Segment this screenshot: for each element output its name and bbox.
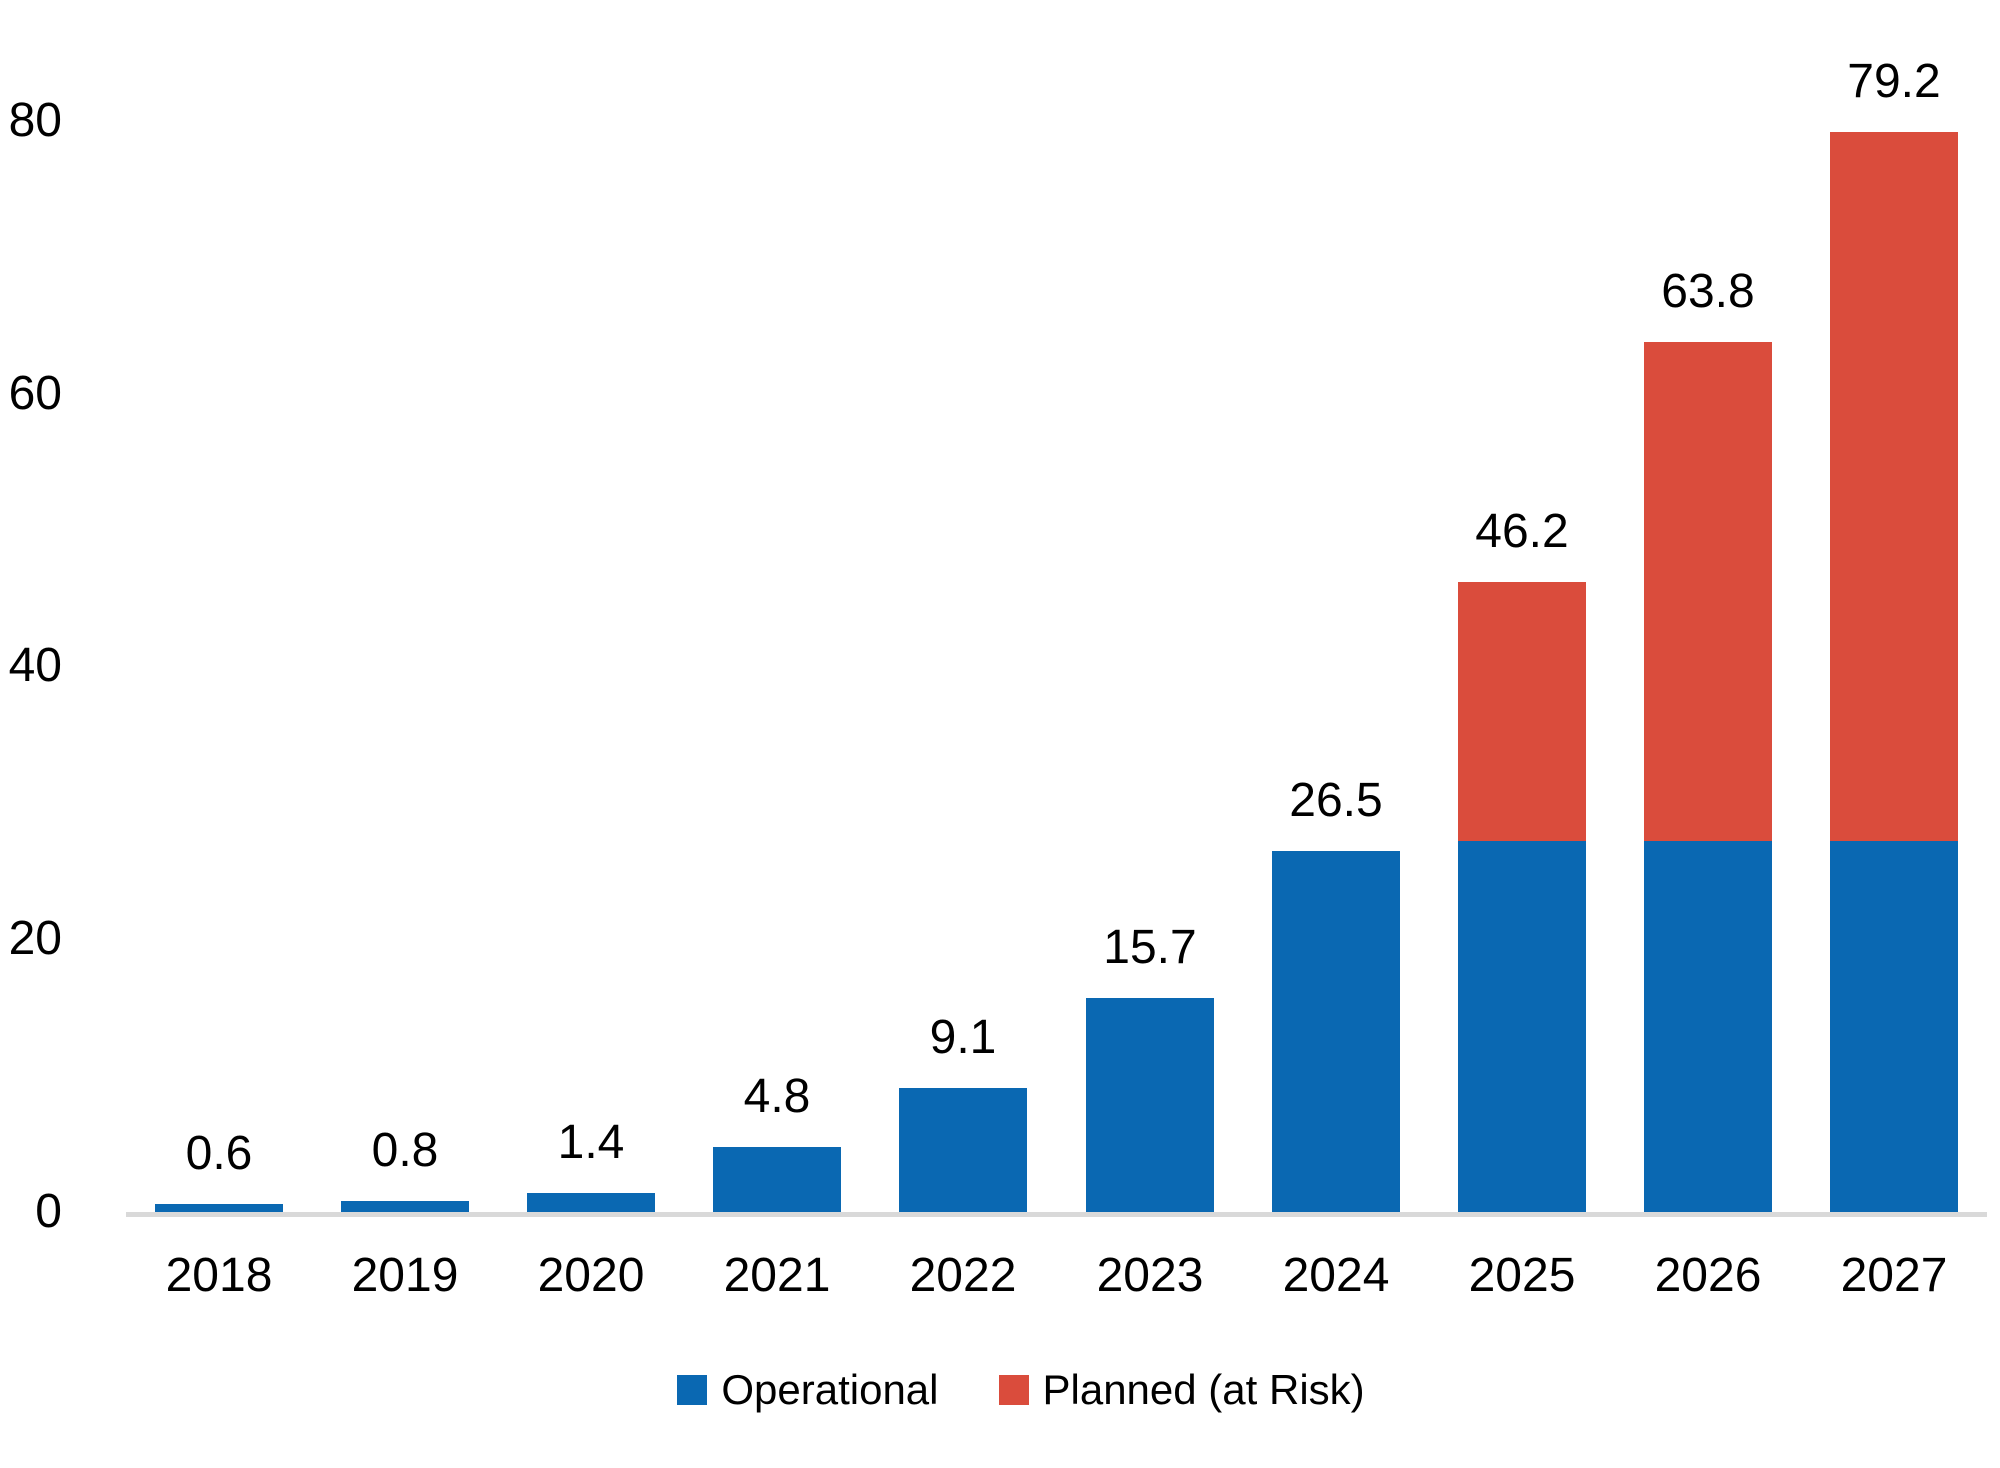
x-axis-label-2024: 2024 xyxy=(1282,1249,1390,1302)
bar-segment-planned-2027 xyxy=(1830,132,1958,841)
x-axis-label-2019: 2019 xyxy=(351,1249,459,1302)
bar-segment-operational-2021 xyxy=(713,1147,841,1212)
x-axis-label-2027: 2027 xyxy=(1840,1249,1948,1302)
bar-segment-operational-2024 xyxy=(1272,851,1400,1212)
x-axis-label-2018: 2018 xyxy=(165,1249,273,1302)
bar-value-label-2020: 1.4 xyxy=(557,1116,625,1169)
bar-segment-operational-2018 xyxy=(155,1204,283,1212)
bar-value-label-2018: 0.6 xyxy=(185,1127,253,1180)
bar-segment-operational-2025 xyxy=(1458,841,1586,1212)
y-axis-tick-label: 60 xyxy=(8,366,62,420)
operational-swatch-icon xyxy=(677,1375,708,1405)
bar-segment-operational-2027 xyxy=(1830,841,1958,1212)
x-axis-label-2025: 2025 xyxy=(1468,1249,1576,1302)
planned-swatch-icon xyxy=(998,1375,1029,1405)
x-axis-label-2020: 2020 xyxy=(537,1249,645,1302)
y-axis-tick-label: 0 xyxy=(35,1185,62,1238)
legend-item-operational: Operational xyxy=(677,1366,939,1414)
bar-value-label-2025: 46.2 xyxy=(1475,505,1569,558)
bar-value-label-2023: 15.7 xyxy=(1103,921,1197,974)
x-axis-label-2022: 2022 xyxy=(909,1249,1017,1302)
bar-value-label-2027: 79.2 xyxy=(1847,55,1941,108)
y-axis-tick-label: 80 xyxy=(8,93,62,147)
x-axis-line xyxy=(126,1212,1987,1217)
y-axis-tick-label: 20 xyxy=(8,912,62,966)
x-axis-label-2026: 2026 xyxy=(1654,1249,1762,1302)
bar-value-label-2024: 26.5 xyxy=(1289,774,1383,827)
x-axis-label-2021: 2021 xyxy=(723,1249,831,1302)
bar-segment-operational-2019 xyxy=(341,1201,469,1212)
legend: Operational Planned (at Risk) xyxy=(21,1358,2000,1422)
legend-label-planned: Planned (at Risk) xyxy=(1042,1366,1365,1413)
bar-segment-operational-2020 xyxy=(527,1193,655,1212)
legend-label-operational: Operational xyxy=(721,1366,939,1413)
bar-segment-operational-2022 xyxy=(899,1088,1027,1212)
bar-segment-operational-2026 xyxy=(1644,841,1772,1212)
bar-value-label-2021: 4.8 xyxy=(743,1070,811,1123)
bar-value-label-2022: 9.1 xyxy=(929,1011,997,1064)
bar-value-label-2026: 63.8 xyxy=(1661,265,1755,318)
bar-segment-planned-2026 xyxy=(1644,342,1772,841)
y-axis-tick-label: 40 xyxy=(8,639,62,693)
legend-item-planned: Planned (at Risk) xyxy=(998,1366,1365,1414)
bar-value-label-2019: 0.8 xyxy=(371,1124,439,1177)
bar-segment-planned-2025 xyxy=(1458,582,1586,841)
x-axis-label-2023: 2023 xyxy=(1096,1249,1204,1302)
bar-segment-operational-2023 xyxy=(1086,998,1214,1212)
